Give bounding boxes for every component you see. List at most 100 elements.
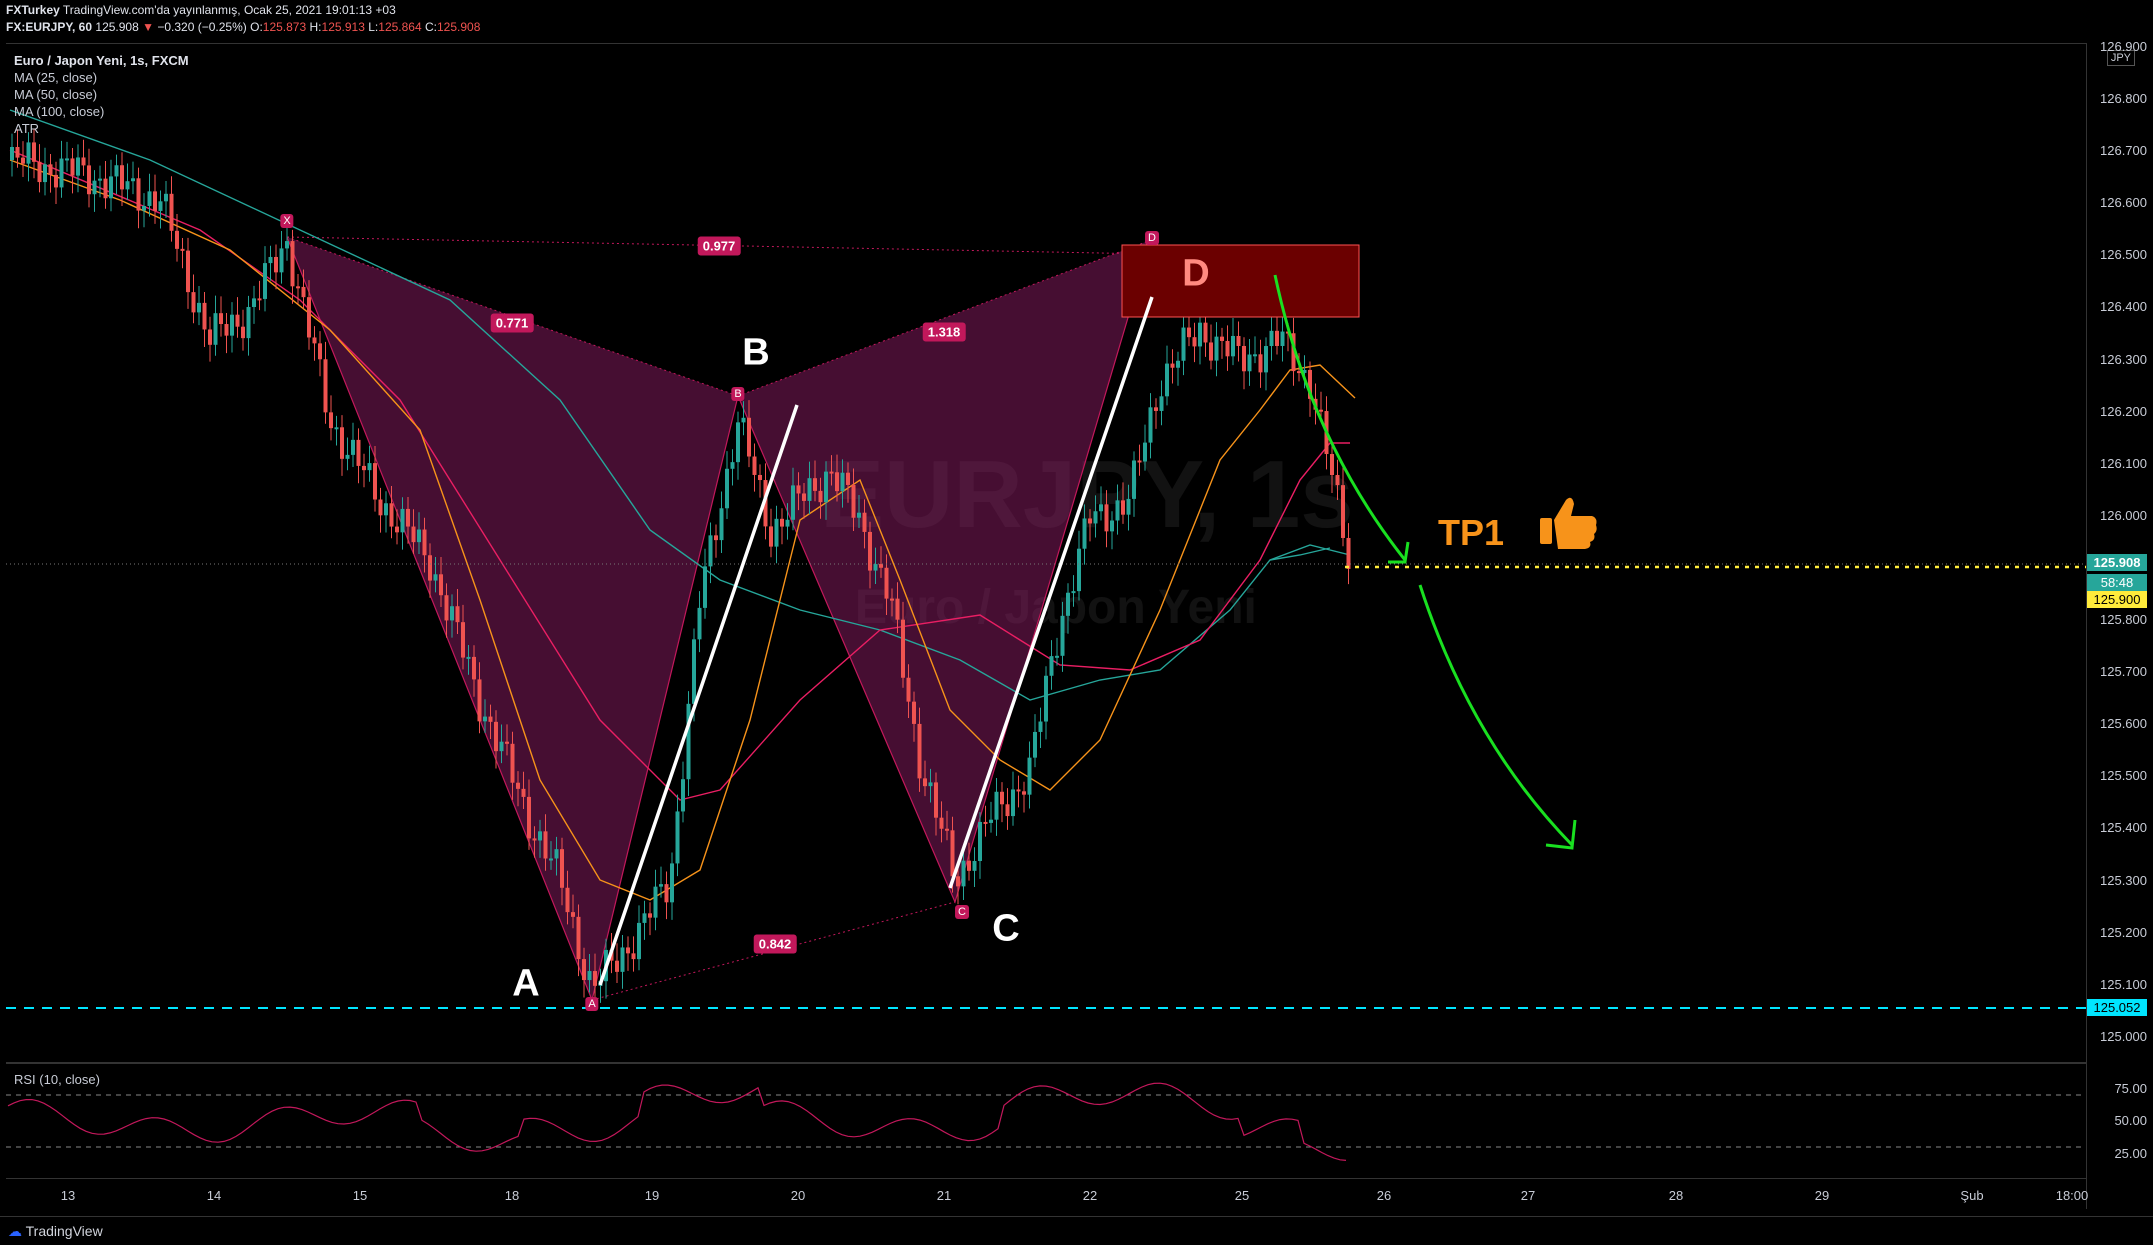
big-label-d: D xyxy=(1182,252,1210,295)
candle-body xyxy=(835,472,839,492)
candle-body xyxy=(70,158,75,176)
candle-body xyxy=(989,819,993,823)
candle-body xyxy=(510,743,515,783)
time-tick: 28 xyxy=(1668,1188,1684,1203)
candle-body xyxy=(191,292,196,313)
last-price-tag: 125.908 xyxy=(2087,554,2147,571)
price-tick: 126.500 xyxy=(2100,247,2147,263)
candle-body xyxy=(538,831,542,841)
arrow-head-1 xyxy=(1388,541,1410,564)
candle-body xyxy=(345,454,350,459)
price-tick: 125.100 xyxy=(2100,976,2147,992)
price-tick: 126.300 xyxy=(2100,351,2147,367)
candle-body xyxy=(774,518,779,547)
candle-body xyxy=(224,324,229,336)
candle-body xyxy=(1346,537,1351,569)
legend-ma25[interactable]: MA (25, close) xyxy=(14,70,98,85)
price-tick: 125.200 xyxy=(2100,924,2147,940)
candle-body xyxy=(1027,757,1032,795)
ma100-tail xyxy=(1269,547,1331,561)
candle-body xyxy=(428,555,432,581)
candle-body xyxy=(560,849,564,888)
currency-badge[interactable]: JPY xyxy=(2106,50,2135,66)
candle-body xyxy=(15,146,20,158)
candle-body xyxy=(1165,363,1169,397)
candle-body xyxy=(76,157,80,176)
candle-body xyxy=(807,478,812,501)
candle-body xyxy=(818,490,823,503)
candle-body xyxy=(868,531,872,571)
candle-body xyxy=(895,598,900,620)
rsi-line xyxy=(7,1082,1347,1161)
price-axis-border xyxy=(2086,43,2087,1209)
chart-title[interactable]: Euro / Japon Yeni, 1s, FXCM xyxy=(14,53,189,68)
candle-body xyxy=(373,463,377,500)
legend-ma100[interactable]: MA (100, close) xyxy=(14,104,105,119)
pane-separator[interactable] xyxy=(6,1062,2086,1064)
candle-body xyxy=(1319,409,1323,412)
time-tick: 25 xyxy=(1234,1188,1250,1203)
tradingview-logo[interactable]: ☁ TradingView xyxy=(8,1223,103,1240)
candle-body xyxy=(939,817,944,829)
candle-body xyxy=(1104,504,1109,532)
candle-body xyxy=(54,174,58,188)
candle-body xyxy=(631,953,636,960)
candle-body xyxy=(290,241,295,287)
candle-body xyxy=(257,298,262,301)
candle-body xyxy=(1060,615,1065,656)
candle-body xyxy=(1132,460,1136,499)
candle-body xyxy=(268,256,273,264)
legend-atr[interactable]: ATR xyxy=(14,121,40,136)
candle-body xyxy=(983,821,988,824)
publish-info: FXTurkey TradingView.com'da yayınlanmış,… xyxy=(6,3,396,17)
candle-body xyxy=(411,526,416,543)
candle-body xyxy=(912,701,916,724)
d-zone-rect[interactable] xyxy=(1121,244,1360,318)
candle-body xyxy=(1093,511,1098,524)
symbol[interactable]: FX:EURJPY, 60 xyxy=(6,20,93,34)
candle-body xyxy=(780,518,784,527)
candle-body xyxy=(92,180,97,195)
candle-body xyxy=(554,849,559,859)
high-label: H: xyxy=(309,20,322,34)
candle-body xyxy=(1038,721,1043,732)
candle-body xyxy=(1198,322,1202,347)
publisher-name[interactable]: FXTurkey xyxy=(6,3,60,17)
arrow-curve-2 xyxy=(1418,584,1574,847)
candle-body xyxy=(43,164,47,183)
candle-body xyxy=(378,499,383,516)
point-c-label: C xyxy=(955,905,969,919)
price-tick: 125.800 xyxy=(2100,612,2147,627)
legend-ma50[interactable]: MA (50, close) xyxy=(14,87,98,102)
close-value: 125.908 xyxy=(437,20,481,34)
time-tick: 19 xyxy=(644,1188,660,1203)
candle-body xyxy=(488,716,493,722)
candle-body xyxy=(961,860,966,887)
price-tick: 126.200 xyxy=(2100,403,2147,419)
candle-body xyxy=(692,639,696,704)
candle-body xyxy=(433,574,438,581)
candle-body xyxy=(1302,369,1307,373)
big-label-a: A xyxy=(512,962,540,1005)
candle-body xyxy=(142,205,146,211)
candle-body xyxy=(494,721,498,752)
candle-body xyxy=(516,782,520,789)
legend-rsi[interactable]: RSI (10, close) xyxy=(14,1072,100,1087)
candle-body xyxy=(444,595,449,621)
price-tick: 126.100 xyxy=(2100,455,2147,471)
candle-body xyxy=(967,860,971,871)
candle-body xyxy=(934,782,938,818)
candle-body xyxy=(840,472,845,492)
candle-body xyxy=(1066,592,1070,616)
candle-body xyxy=(1049,656,1054,676)
candle-body xyxy=(884,567,889,599)
candle-body xyxy=(1176,360,1180,368)
time-tick: 14 xyxy=(206,1188,222,1203)
candle-body xyxy=(285,241,289,249)
candle-body xyxy=(785,519,790,527)
candle-body xyxy=(186,250,190,293)
published-text: TradingView.com'da yayınlanmış, Ocak 25,… xyxy=(62,3,396,17)
candle-body xyxy=(241,326,245,339)
time-tick: 18:00 xyxy=(2055,1188,2089,1203)
